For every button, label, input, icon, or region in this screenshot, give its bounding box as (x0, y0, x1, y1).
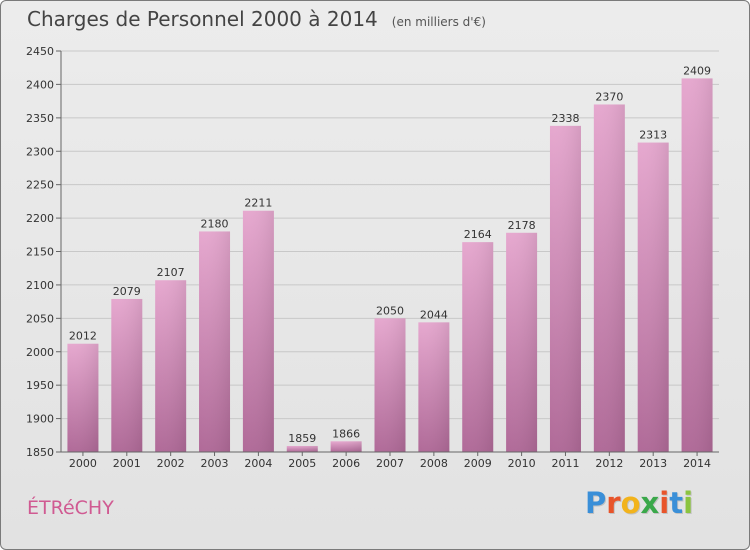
y-tick-label: 2100 (26, 279, 54, 292)
value-label-2004: 2211 (244, 197, 272, 210)
bar-shade-2001 (111, 298, 143, 452)
x-tick-label-2004: 2004 (244, 457, 272, 470)
y-tick-label: 2000 (26, 346, 54, 359)
bar-shade-2006 (330, 441, 362, 452)
bar-shade-2005 (286, 445, 318, 452)
bar-shade-2002 (155, 280, 187, 452)
x-tick-label-2005: 2005 (288, 457, 316, 470)
y-tick-label: 1850 (26, 446, 54, 459)
proxiti-logo: Proxiti (585, 486, 693, 520)
bar-shade-2003 (199, 231, 231, 452)
y-tick-label: 2450 (26, 45, 54, 58)
y-tick-label: 2250 (26, 179, 54, 192)
bar-shade-2009 (462, 242, 494, 452)
x-tick-label-2000: 2000 (69, 457, 97, 470)
value-label-2000: 2012 (69, 330, 97, 343)
axes: 1850 1900 1950 2000 2050 2100 2150 2200 2250 2300… (26, 45, 719, 470)
logo-letter: i (683, 486, 694, 520)
x-tick-label-2010: 2010 (508, 457, 536, 470)
y-tick-label: 2200 (26, 212, 54, 225)
value-label-2011: 2338 (551, 112, 579, 125)
x-tick-label-2011: 2011 (551, 457, 579, 470)
x-tick-label-2012: 2012 (595, 457, 623, 470)
value-labels: 2012 2079 2107 2180 2211 1859 1866 2050 2044 2164… (69, 64, 711, 445)
commune-name: ÉTRéCHY (27, 497, 114, 519)
y-tick-label: 1900 (26, 413, 54, 426)
y-tick-label: 2400 (26, 78, 54, 91)
x-tick-label-2003: 2003 (201, 457, 229, 470)
logo-letter: r (606, 486, 621, 520)
value-label-2003: 2180 (201, 217, 229, 230)
value-label-2006: 1866 (332, 427, 360, 440)
unit-label: (en milliers d'€) (391, 15, 486, 29)
x-tick-label-2014: 2014 (683, 457, 711, 470)
value-label-2001: 2079 (113, 285, 141, 298)
logo-letter: i (659, 486, 670, 520)
value-label-2010: 2178 (508, 219, 536, 232)
value-label-2012: 2370 (595, 90, 623, 103)
logo-letter: x (640, 486, 660, 520)
y-tick-label: 2300 (26, 145, 54, 158)
value-label-2007: 2050 (376, 304, 404, 317)
value-label-2005: 1859 (288, 432, 316, 445)
x-tick-label-2013: 2013 (639, 457, 667, 470)
value-label-2002: 2107 (157, 266, 185, 279)
y-tick-label: 1950 (26, 379, 54, 392)
x-tick-label-2007: 2007 (376, 457, 404, 470)
y-tick-label: 2350 (26, 112, 54, 125)
bar-shade-2014 (681, 78, 713, 452)
bar-shade-2004 (242, 210, 274, 452)
logo-letter: P (585, 486, 607, 520)
value-label-2013: 2313 (639, 129, 667, 142)
x-tick-label-2002: 2002 (157, 457, 185, 470)
bar-shade-2007 (374, 318, 406, 452)
x-tick-label-2006: 2006 (332, 457, 360, 470)
value-label-2009: 2164 (464, 228, 492, 241)
bar-shade-2011 (549, 125, 581, 452)
bar-shade-2000 (67, 343, 99, 452)
title-text: Charges de Personnel 2000 à 2014 (27, 7, 378, 31)
bars (67, 78, 713, 453)
logo-letter: t (669, 486, 684, 520)
chart-title: Charges de Personnel 2000 à 2014 (en mill… (27, 7, 486, 31)
x-tick-label-2008: 2008 (420, 457, 448, 470)
bar-shade-2012 (593, 104, 625, 452)
bar-shade-2013 (637, 142, 669, 453)
bar-shade-2008 (418, 322, 450, 452)
y-tick-label: 2150 (26, 246, 54, 259)
logo-letter: o (620, 486, 641, 520)
y-tick-label: 2050 (26, 312, 54, 325)
value-label-2008: 2044 (420, 308, 448, 321)
x-tick-label-2009: 2009 (464, 457, 492, 470)
bar-shade-2010 (506, 232, 538, 452)
value-label-2014: 2409 (683, 64, 711, 77)
x-tick-label-2001: 2001 (113, 457, 141, 470)
